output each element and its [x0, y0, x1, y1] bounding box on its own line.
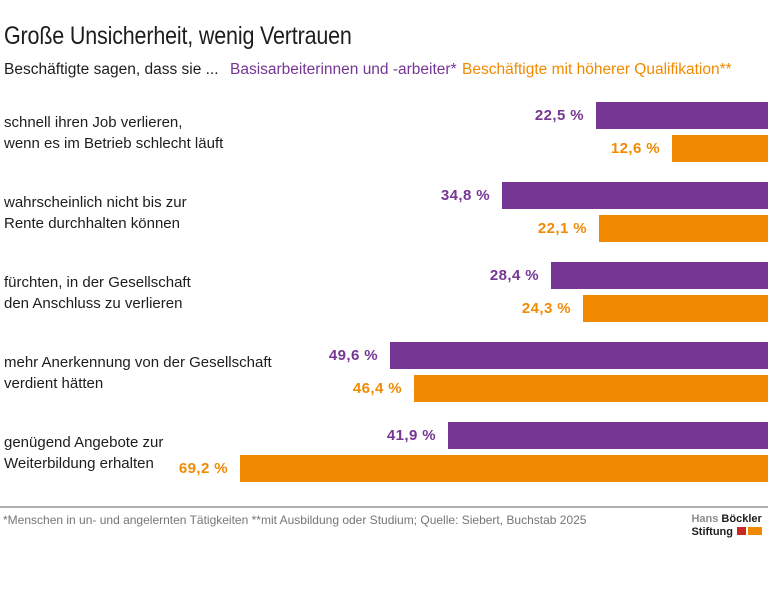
bar-row-series1: 28,4 %	[0, 262, 768, 289]
bar-row-series2: 12,6 %	[0, 135, 768, 162]
category-label: mehr Anerkennung von der Gesellschaft ver…	[4, 354, 272, 392]
logo-orange-square-icon	[748, 526, 762, 535]
bar-row-series2: 69,2 %	[0, 455, 768, 482]
bar-row-series1: 22,5 %	[0, 102, 768, 129]
bar-series1	[551, 262, 768, 289]
bar-row-series2: 46,4 %	[0, 375, 768, 402]
bar-series2	[414, 375, 768, 402]
bar-series2	[672, 135, 768, 162]
category-label: schnell ihren Job verlieren, wenn es im B…	[4, 114, 224, 152]
bar-series2	[583, 295, 768, 322]
footnote-source-text: *Menschen in un- und angelernten Tätigke…	[3, 513, 587, 527]
bar-row-series2: 24,3 %	[0, 295, 768, 322]
bar-series2	[599, 215, 768, 242]
bar-group: wahrscheinlich nicht bis zur Rente durchh…	[0, 182, 768, 242]
bar-row-series1: 34,8 %	[0, 182, 768, 209]
value-label: 28,4 %	[489, 267, 539, 284]
legend-series1-label: Basisarbeiterinnen und -arbeiter*	[230, 61, 457, 78]
hans-boeckler-stiftung-logo: Hans Böckler Stiftung	[691, 513, 762, 538]
grouped-bar-chart: schnell ihren Job verlieren, wenn es im B…	[0, 102, 768, 502]
bar-group: schnell ihren Job verlieren, wenn es im B…	[0, 102, 768, 162]
value-label: 49,6 %	[328, 347, 378, 364]
bar-series1	[390, 342, 768, 369]
bar-series1	[448, 422, 768, 449]
value-label: 22,5 %	[534, 107, 584, 124]
logo-stiftung-text: Stiftung	[691, 525, 733, 538]
value-label: 46,4 %	[352, 380, 402, 397]
category-label: wahrscheinlich nicht bis zur Rente durchh…	[4, 194, 187, 232]
value-label: 22,1 %	[537, 220, 587, 237]
bar-group: mehr Anerkennung von der Gesellschaft ver…	[0, 342, 768, 402]
category-label: genügend Angebote zur Weiterbildung erhal…	[4, 434, 164, 472]
footer-divider	[0, 506, 768, 508]
bar-series1	[502, 182, 768, 209]
logo-line1: Hans Böckler	[691, 513, 762, 526]
value-label: 24,3 %	[521, 300, 571, 317]
page-title: Große Unsicherheit, wenig Vertrauen	[4, 22, 352, 50]
bar-group: genügend Angebote zur Weiterbildung erhal…	[0, 422, 768, 482]
bar-row-series1: 49,6 %	[0, 342, 768, 369]
bar-group: fürchten, in der Gesellschaft den Anschlu…	[0, 262, 768, 322]
value-label: 69,2 %	[178, 460, 228, 477]
logo-red-square-icon	[737, 526, 746, 535]
legend-series2-label: Beschäftigte mit höherer Qualifikation**	[462, 61, 732, 78]
chart-subtitle: Beschäftigte sagen, dass sie ...	[4, 61, 219, 78]
category-label: fürchten, in der Gesellschaft den Anschlu…	[4, 274, 191, 312]
logo-boeckler-text: Böckler	[721, 513, 762, 525]
bar-row-series1: 41,9 %	[0, 422, 768, 449]
logo-hans-text: Hans	[691, 513, 719, 525]
bar-series2	[240, 455, 768, 482]
value-label: 34,8 %	[440, 187, 490, 204]
subtitle-legend-row: Beschäftigte sagen, dass sie ... Basisar…	[0, 61, 768, 81]
value-label: 12,6 %	[610, 140, 660, 157]
bar-row-series2: 22,1 %	[0, 215, 768, 242]
logo-line2: Stiftung	[691, 526, 762, 539]
bar-series1	[596, 102, 768, 129]
value-label: 41,9 %	[386, 427, 436, 444]
